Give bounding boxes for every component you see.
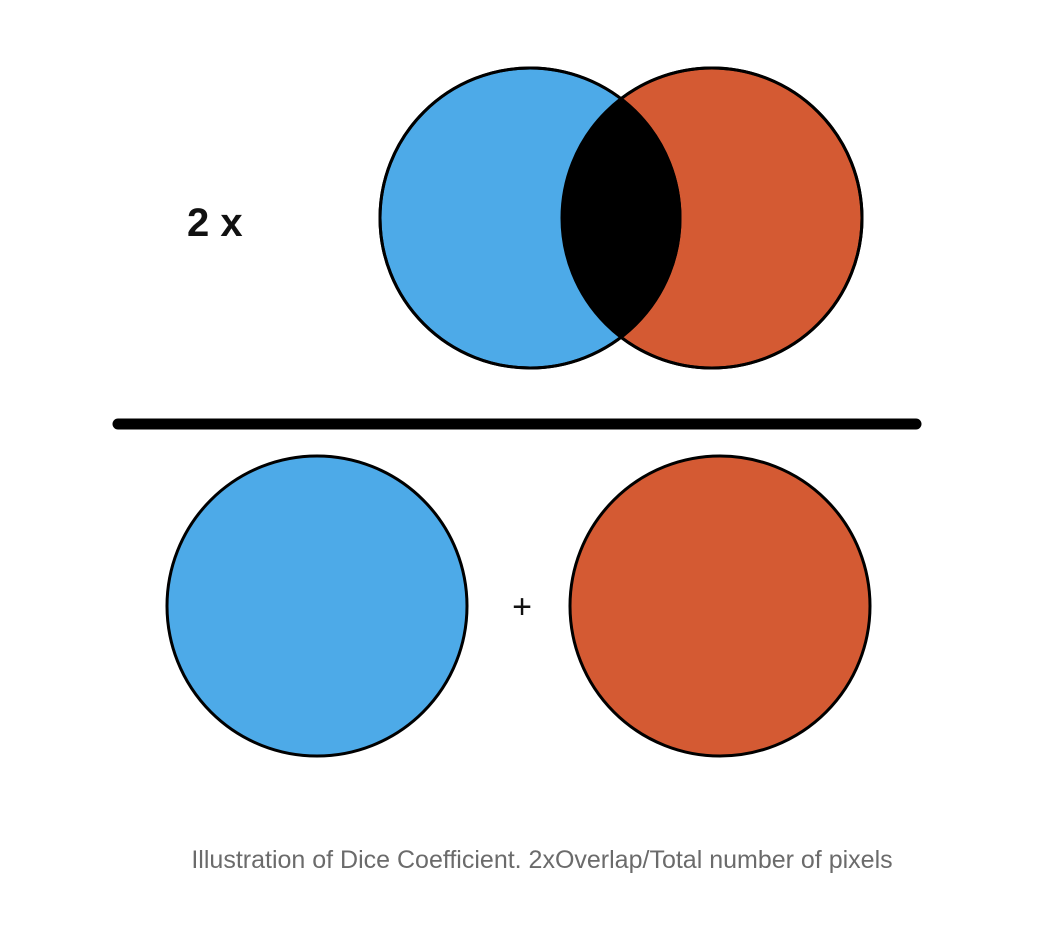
denominator-set-a-circle <box>165 454 469 758</box>
numerator-venn <box>378 66 864 370</box>
numerator-set-b-outline <box>560 66 864 370</box>
figure-caption: Illustration of Dice Coefficient. 2xOver… <box>191 846 893 874</box>
numerator-set-a-outline <box>378 66 682 370</box>
multiplier-text: 2 x <box>187 201 243 245</box>
plus-sign: + <box>512 588 532 626</box>
overlap-region <box>562 68 680 368</box>
denominator-set-b-circle <box>568 454 872 758</box>
